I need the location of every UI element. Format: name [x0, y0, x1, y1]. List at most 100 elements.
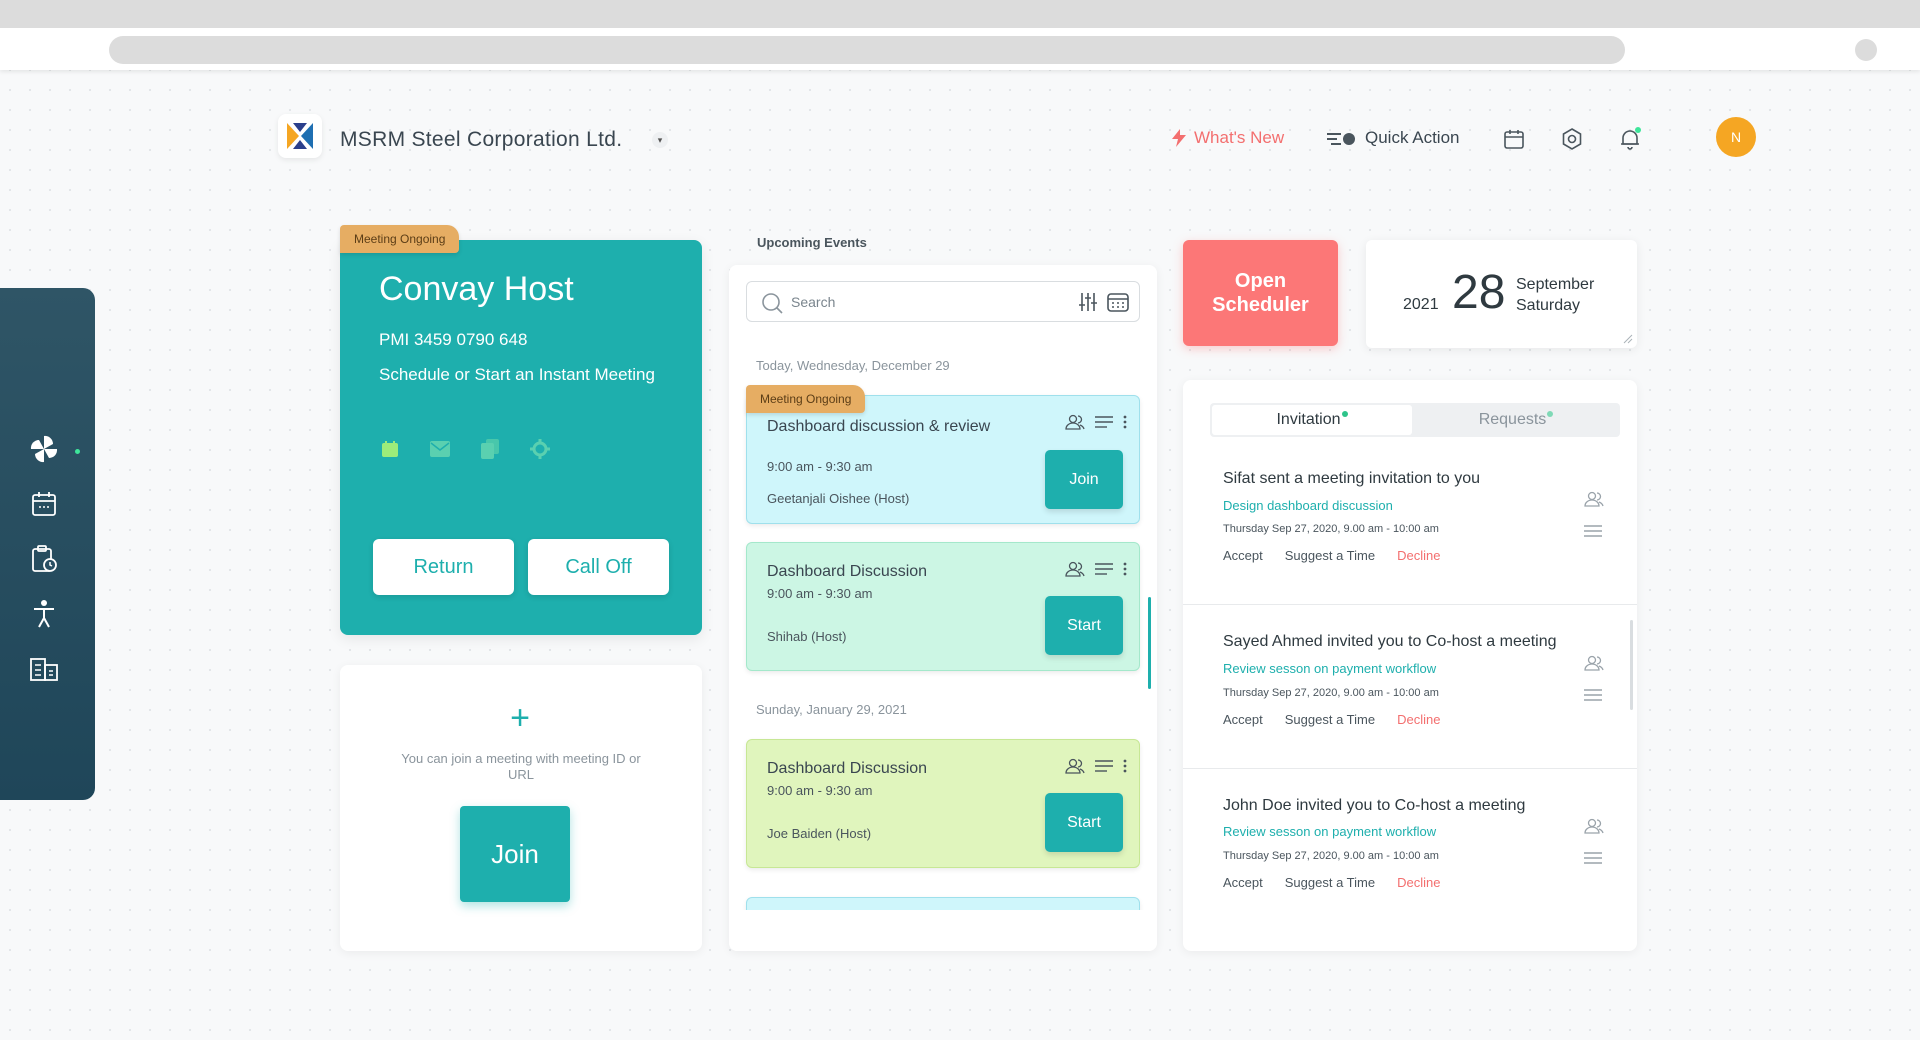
event-date-label: Sunday, January 29, 2021 — [756, 702, 907, 717]
decline-button[interactable]: Decline — [1397, 548, 1441, 563]
event-time: 9:00 am - 9:30 am — [767, 586, 873, 601]
accept-button[interactable]: Accept — [1223, 875, 1263, 890]
calendar-icon[interactable] — [1501, 126, 1527, 152]
mail-icon[interactable] — [429, 438, 450, 459]
date-year: 2021 — [1403, 296, 1439, 313]
tab-requests[interactable]: Requests — [1414, 405, 1618, 435]
event-title: Dashboard discussion & review — [767, 418, 991, 435]
participants-icon[interactable] — [1584, 818, 1604, 839]
add-icon[interactable]: + — [510, 699, 530, 737]
company-name: MSRM Steel Corporation Ltd. — [340, 128, 623, 151]
host-actions — [379, 438, 550, 459]
tab-invitation-label: Invitation — [1276, 411, 1341, 428]
details-icon[interactable] — [1095, 563, 1113, 575]
event-time: 9:00 am - 9:30 am — [767, 783, 873, 798]
meeting-ongoing-tag: Meeting Ongoing — [746, 385, 866, 413]
logo-icon — [287, 123, 313, 149]
join-meeting-card: + You can join a meeting with meeting ID… — [340, 665, 702, 951]
event-host: Shihab (Host) — [767, 629, 847, 644]
filter-sliders-icon[interactable] — [1079, 291, 1097, 318]
decline-button[interactable]: Decline — [1397, 712, 1441, 727]
host-title: Convay Host — [379, 270, 574, 308]
participants-icon[interactable] — [1065, 758, 1085, 774]
upcoming-events-heading: Upcoming Events — [757, 235, 867, 250]
suggest-time-button[interactable]: Suggest a Time — [1284, 875, 1376, 890]
suggest-time-button[interactable]: Suggest a Time — [1284, 548, 1376, 563]
participants-icon[interactable] — [1065, 414, 1085, 430]
settings-icon[interactable] — [1559, 126, 1585, 152]
event-title: Dashboard Discussion — [767, 563, 928, 580]
resize-handle-icon[interactable] — [1623, 334, 1633, 344]
suggest-time-button[interactable]: Suggest a Time — [1284, 712, 1376, 727]
clipboard-clock-icon[interactable] — [28, 543, 60, 575]
invitation-meeting-link[interactable]: Design dashboard discussion — [1223, 498, 1393, 513]
date-card: 2021 28 September Saturday — [1366, 240, 1637, 348]
event-title: Dashboard Discussion — [767, 760, 928, 777]
list-fade — [729, 910, 1157, 951]
event-card[interactable]: Dashboard Discussion 9:00 am - 9:30 am S… — [746, 542, 1140, 671]
unread-dot — [1341, 411, 1348, 417]
invitation-meeting-link[interactable]: Review sesson on payment workflow — [1223, 661, 1437, 676]
user-avatar[interactable]: N — [1716, 117, 1756, 157]
browser-menu-button[interactable] — [1855, 39, 1877, 61]
details-icon[interactable] — [1584, 524, 1604, 542]
pinwheel-icon[interactable] — [28, 433, 60, 465]
whats-new-label: What's New — [1194, 128, 1285, 147]
tab-invitation[interactable]: Invitation — [1212, 405, 1412, 435]
browser-chrome — [0, 0, 1920, 70]
event-card[interactable]: Dashboard Discussion 9:00 am - 9:30 am J… — [746, 739, 1140, 868]
decline-button[interactable]: Decline — [1397, 875, 1441, 890]
address-bar[interactable] — [109, 36, 1625, 64]
active-indicator — [75, 449, 80, 454]
invitation-title: Sifat sent a meeting invitation to you — [1223, 470, 1481, 487]
company-logo[interactable] — [278, 114, 322, 158]
join-event-button[interactable]: Join — [1045, 450, 1123, 509]
settings-icon[interactable] — [529, 438, 550, 459]
start-event-button[interactable]: Start — [1045, 793, 1123, 852]
calendar-icon[interactable] — [379, 438, 400, 459]
notification-bell-icon[interactable] — [1617, 126, 1643, 152]
details-icon[interactable] — [1095, 760, 1113, 772]
event-date-label: Today, Wednesday, December 29 — [756, 358, 950, 373]
event-host: Geetanjali Oishee (Host) — [767, 491, 910, 506]
company-dropdown-icon[interactable]: ▾ — [652, 132, 668, 148]
invitation-datetime: Thursday Sep 27, 2020, 9.00 am - 10:00 a… — [1223, 850, 1439, 862]
more-options-icon[interactable] — [1123, 759, 1127, 773]
accept-button[interactable]: Accept — [1223, 548, 1263, 563]
quick-action-button[interactable]: Quick Action — [1327, 128, 1460, 148]
invitation-datetime: Thursday Sep 27, 2020, 9.00 am - 10:00 a… — [1223, 687, 1439, 699]
details-icon[interactable] — [1095, 416, 1113, 428]
browser-tab-strip — [0, 0, 1920, 28]
participants-icon[interactable] — [1584, 655, 1604, 676]
join-button[interactable]: Join — [460, 806, 570, 902]
invitation-item: Sifat sent a meeting invitation to you D… — [1183, 448, 1637, 605]
accept-button[interactable]: Accept — [1223, 712, 1263, 727]
invitation-title: Sayed Ahmed invited you to Co-host a mee… — [1223, 633, 1557, 650]
search-input[interactable] — [791, 291, 1041, 313]
event-host: Joe Baiden (Host) — [767, 826, 872, 841]
return-button[interactable]: Return — [373, 539, 514, 595]
calendar-icon[interactable] — [1107, 291, 1129, 318]
more-options-icon[interactable] — [1123, 415, 1127, 429]
event-card[interactable]: Dashboard discussion & review 9:00 am - … — [746, 395, 1140, 524]
details-icon[interactable] — [1584, 851, 1604, 869]
participants-icon[interactable] — [1065, 561, 1085, 577]
calendar-icon[interactable] — [28, 488, 60, 520]
building-icon[interactable] — [28, 653, 60, 685]
open-scheduler-label-1: Open — [1234, 270, 1287, 292]
open-scheduler-button[interactable]: Open Scheduler — [1183, 240, 1338, 346]
more-options-icon[interactable] — [1123, 562, 1127, 576]
invitations-panel: Invitation Requests Sifat sent a meeting… — [1183, 380, 1637, 951]
copy-icon[interactable] — [479, 438, 500, 459]
quick-action-label: Quick Action — [1365, 128, 1460, 147]
invitation-meeting-link[interactable]: Review sesson on payment workflow — [1223, 824, 1437, 839]
accessibility-icon[interactable] — [28, 598, 60, 630]
start-event-button[interactable]: Start — [1045, 596, 1123, 655]
invitations-scrollbar[interactable] — [1630, 620, 1633, 710]
details-icon[interactable] — [1584, 688, 1604, 706]
call-off-button[interactable]: Call Off — [528, 539, 669, 595]
participants-icon[interactable] — [1584, 491, 1604, 512]
whats-new-link[interactable]: What's New — [1172, 128, 1284, 148]
events-scrollbar[interactable] — [1148, 597, 1151, 689]
quick-action-icon — [1327, 133, 1355, 145]
